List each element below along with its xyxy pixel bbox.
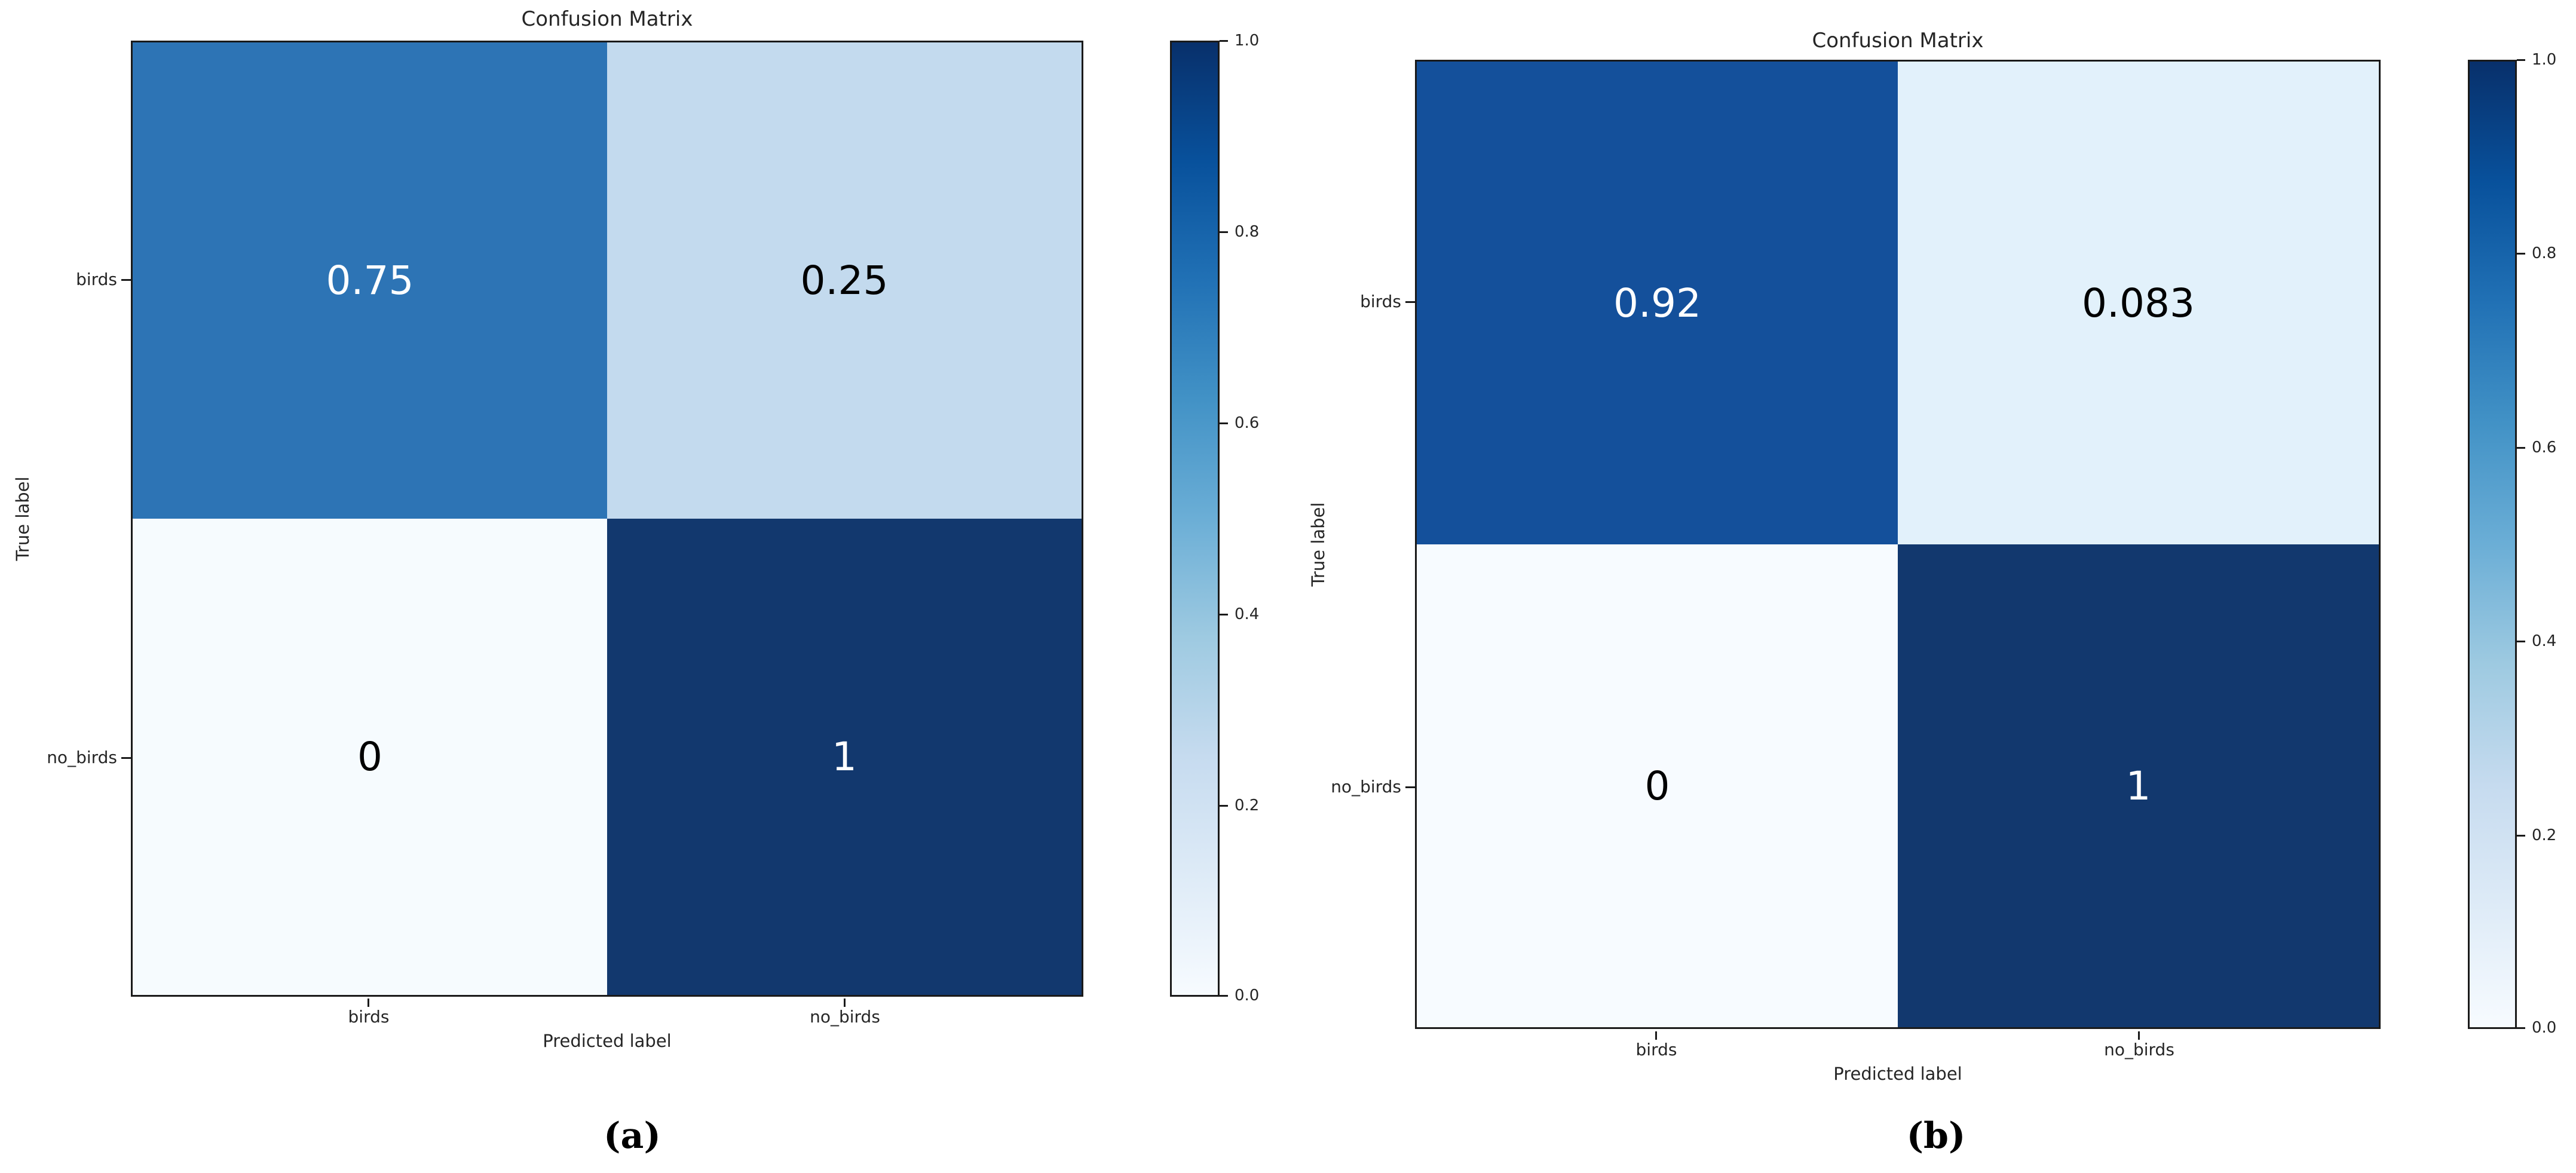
heatmap-cell-a-nobirds-nobirds: 1 — [607, 519, 1082, 995]
x-axis-label: Predicted label — [543, 1031, 672, 1051]
figure-b-heatmap: 0.92 0.083 0 1 — [1415, 60, 2381, 1029]
colorbar-tick-label: 0.6 — [2532, 439, 2557, 457]
y-tick-label: no_birds — [47, 748, 117, 767]
tick-mark — [121, 757, 131, 759]
figure-a-heatmap: 0.75 0.25 0 1 — [131, 41, 1083, 997]
heatmap-cell-b-nobirds-birds: 0 — [1417, 544, 1898, 1027]
colorbar-tick-label: 0.8 — [2532, 244, 2557, 262]
y-tick-label: birds — [1360, 292, 1401, 311]
colorbar-tick-label: 0.0 — [1235, 987, 1260, 1004]
tick-mark — [2517, 59, 2525, 61]
colorbar — [2468, 60, 2517, 1029]
heatmap-cell-b-nobirds-nobirds: 1 — [1898, 544, 2379, 1027]
heatmap-cell-a-birds-birds: 0.75 — [133, 42, 607, 519]
tick-mark — [1220, 422, 1228, 424]
panel-caption-a: (a) — [604, 1115, 661, 1157]
y-tick-label: birds — [76, 269, 117, 289]
colorbar-tick-label: 0.8 — [1235, 223, 1260, 241]
x-tick-label: no_birds — [2104, 1040, 2174, 1059]
colorbar-tick-label: 0.4 — [1235, 605, 1260, 623]
tick-mark — [844, 999, 846, 1007]
tick-mark — [2517, 1027, 2525, 1029]
tick-mark — [1220, 231, 1228, 233]
figure-b-title: Confusion Matrix — [1812, 29, 1984, 53]
tick-mark — [1220, 40, 1228, 42]
heatmap-cell-a-nobirds-birds: 0 — [133, 519, 607, 995]
tick-mark — [1220, 805, 1228, 807]
x-tick-label: birds — [348, 1007, 390, 1027]
x-tick-label: no_birds — [810, 1007, 880, 1027]
tick-mark — [367, 999, 369, 1007]
panel-caption-b: (b) — [1906, 1115, 1966, 1157]
colorbar-tick-label: 0.6 — [1235, 414, 1260, 432]
heatmap-cell-b-birds-birds: 0.92 — [1417, 62, 1898, 544]
colorbar — [1170, 41, 1220, 997]
y-axis-label: True label — [1308, 502, 1328, 587]
colorbar-tick-label: 0.2 — [2532, 826, 2557, 844]
tick-mark — [1405, 301, 1415, 303]
colorbar-tick-label: 0.4 — [2532, 632, 2557, 650]
y-axis-label: True label — [13, 476, 33, 561]
colorbar-tick-label: 1.0 — [1235, 32, 1260, 50]
colorbar-tick-label: 0.2 — [1235, 797, 1260, 814]
colorbar-tick-label: 0.0 — [2532, 1019, 2557, 1037]
x-tick-label: birds — [1635, 1040, 1677, 1059]
tick-mark — [1655, 1031, 1657, 1040]
x-axis-label: Predicted label — [1833, 1064, 1962, 1084]
tick-mark — [2517, 253, 2525, 255]
colorbar-tick-label: 1.0 — [2532, 51, 2557, 69]
heatmap-cell-a-birds-nobirds: 0.25 — [607, 42, 1082, 519]
tick-mark — [1220, 614, 1228, 615]
tick-mark — [1405, 786, 1415, 788]
tick-mark — [2517, 641, 2525, 642]
tick-mark — [2517, 447, 2525, 449]
tick-mark — [2517, 835, 2525, 837]
heatmap-cell-b-birds-nobirds: 0.083 — [1898, 62, 2379, 544]
tick-mark — [1220, 995, 1228, 997]
figure-a-title: Confusion Matrix — [521, 7, 693, 31]
tick-mark — [121, 279, 131, 281]
y-tick-label: no_birds — [1331, 777, 1401, 797]
tick-mark — [2138, 1031, 2140, 1040]
